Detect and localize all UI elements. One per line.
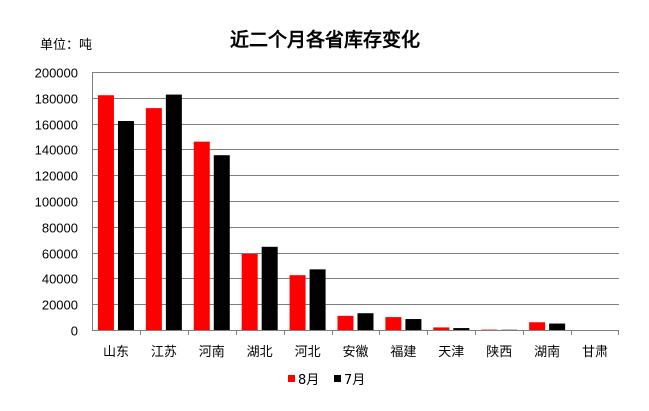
y-tick-label: 40000: [42, 272, 78, 287]
x-category-label: 河北: [295, 345, 321, 360]
bars: [97, 94, 566, 331]
bar-8月-河北: [289, 275, 306, 330]
x-category-label: 山东: [103, 345, 129, 360]
x-category-label: 江苏: [151, 344, 177, 360]
x-category-label: 福建: [390, 345, 416, 360]
bar-8月-山东: [97, 95, 114, 330]
bar-8月-河南: [193, 141, 210, 330]
x-category-label: 河南: [199, 344, 225, 360]
y-axis-ticks: 0 20000 40000 60000 80000 100000 120000 140000 1…: [35, 66, 78, 339]
bar-7月-江苏: [165, 94, 182, 330]
y-tick-label: 80000: [42, 221, 78, 236]
y-tick-label: 160000: [35, 118, 78, 133]
bar-7月-湖北: [261, 246, 278, 330]
legend-label: 8月: [298, 373, 319, 388]
bar-7月-安徽: [357, 313, 374, 330]
bar-7月-湖南: [549, 323, 566, 330]
y-tick-label: 100000: [35, 195, 78, 210]
bar-7月-天津: [453, 328, 470, 330]
legend-label: 7月: [344, 373, 365, 388]
x-category-label: 湖北: [247, 345, 273, 360]
y-tick-label: 200000: [35, 66, 78, 81]
x-category-label: 天津: [438, 345, 464, 360]
x-category-label: 湖南: [534, 344, 560, 360]
x-category-label: 陕西: [486, 345, 512, 360]
bar-8月-安徽: [337, 315, 354, 330]
y-tick-label: 0: [71, 324, 78, 339]
legend: 8月 7月: [288, 373, 365, 388]
legend-swatch-7月: [334, 375, 341, 382]
bar-8月-天津: [433, 327, 450, 330]
bar-7月-河北: [309, 269, 326, 330]
axes: [92, 72, 619, 335]
bar-7月-山东: [117, 121, 134, 331]
bar-8月-湖北: [241, 253, 258, 330]
y-tick-label: 120000: [35, 169, 78, 184]
x-category-label: 安徽: [342, 345, 368, 360]
bar-8月-江苏: [145, 108, 162, 331]
bar-8月-湖南: [529, 322, 546, 330]
bar-7月-福建: [405, 319, 422, 330]
y-tick-label: 180000: [35, 92, 78, 107]
x-category-label: 甘肃: [582, 345, 608, 360]
chart-title: 近二个月各省库存变化: [230, 28, 420, 51]
y-tick-label: 60000: [42, 247, 78, 262]
y-tick-label: 20000: [42, 298, 78, 313]
y-axis-unit-label: 单位：吨: [40, 38, 92, 53]
x-axis-categories: 山东 江苏 河南 湖北 河北 安徽 福建 天津 陕西 湖南 甘肃: [103, 344, 608, 360]
legend-swatch-8月: [288, 375, 295, 382]
bar-7月-河南: [213, 155, 230, 330]
bar-8月-福建: [385, 317, 402, 330]
y-tick-label: 140000: [35, 143, 78, 158]
